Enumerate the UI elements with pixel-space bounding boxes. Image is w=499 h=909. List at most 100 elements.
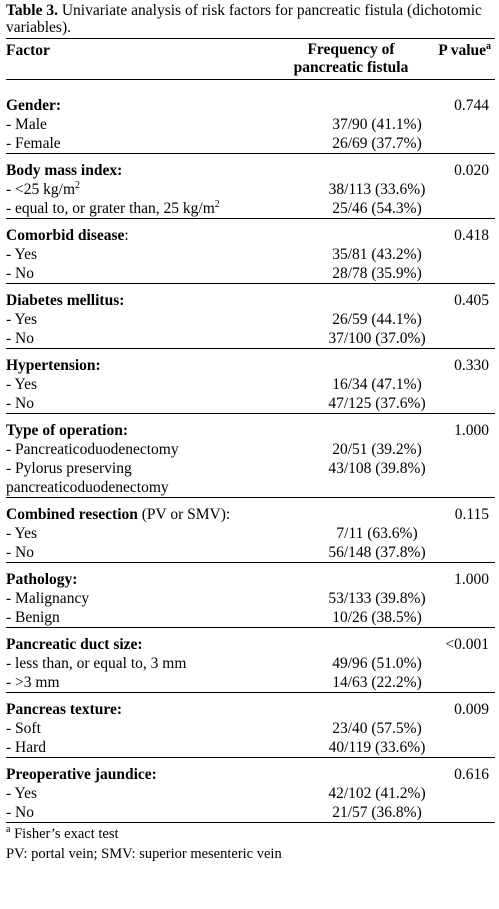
table-row: - Soft 23/40 (57.5%) (6, 719, 495, 738)
table-row: - Yes 7/11 (63.6%) (6, 524, 495, 543)
row-pvalue-cell (426, 394, 495, 414)
group-name: Pancreas texture: (6, 701, 123, 718)
table-row: - Benign 10/26 (38.5%) (6, 608, 495, 628)
table-row: - >3 mm 14/63 (22.2%) (6, 673, 495, 693)
group-name: Body mass index: (6, 162, 123, 179)
group-name-cell: Gender: (6, 80, 276, 116)
row-label-cell: - No (6, 803, 276, 823)
p-value: 0.744 (454, 97, 489, 114)
row-label: - No (6, 544, 34, 561)
row-frequency: 10/26 (38.5%) (332, 609, 422, 626)
footnote-block: a Fisher’s exact test PV: portal vein; S… (6, 823, 495, 864)
table-label: Table 3. (6, 2, 58, 19)
group-name-cell: Pancreas texture: (6, 693, 276, 719)
group-name-cell: Body mass index: (6, 154, 276, 180)
row-label-cell: - Benign (6, 608, 276, 628)
group-name-cell: Combined resection (PV or SMV): (6, 498, 276, 524)
group-name-cell: Comorbid disease: (6, 219, 276, 245)
row-pvalue-cell (426, 245, 495, 264)
group-frequency-cell (276, 498, 426, 524)
group-separator (6, 413, 495, 414)
row-frequency: 43/108 (39.8%) (328, 460, 426, 477)
table-row: - Pylorus preserving pancreaticoduodenect… (6, 459, 495, 498)
table-row: - Yes 16/34 (47.1%) (6, 375, 495, 394)
row-pvalue-cell (426, 459, 495, 498)
group-header-row: Diabetes mellitus: 0.405 (6, 284, 495, 310)
table-row: - No 47/125 (37.6%) (6, 394, 495, 414)
row-label: - Yes (6, 525, 38, 542)
table-row: - Pancreaticoduodenectomy 20/51 (39.2%) (6, 440, 495, 459)
row-frequency: 26/59 (44.1%) (332, 311, 422, 328)
row-label-cell: - Pancreaticoduodenectomy (6, 440, 276, 459)
row-pvalue-cell (426, 589, 495, 608)
group-header-row: Hypertension: 0.330 (6, 349, 495, 375)
p-value: 0.020 (454, 162, 489, 179)
group-name: Diabetes mellitus: (6, 292, 125, 309)
row-frequency: 47/125 (37.6%) (328, 395, 426, 412)
group-separator (6, 348, 495, 349)
row-frequency: 20/51 (39.2%) (332, 441, 422, 458)
row-label: - Female (6, 135, 61, 152)
group-name: Comorbid disease (6, 227, 125, 244)
row-label-cell: - Yes (6, 375, 276, 394)
row-label-cell: - No (6, 264, 276, 284)
row-label-cell: - No (6, 543, 276, 563)
row-label: - Yes (6, 785, 38, 802)
table-row: - No 28/78 (35.9%) (6, 264, 495, 284)
group-separator (6, 218, 495, 219)
group-name-cell: Type of operation: (6, 414, 276, 440)
group-header-row: Type of operation: 1.000 (6, 414, 495, 440)
p-value: 0.418 (454, 227, 489, 244)
row-pvalue-cell (426, 180, 495, 199)
row-frequency: 7/11 (63.6%) (336, 525, 418, 542)
group-header-row: Preoperative jaundice: 0.616 (6, 758, 495, 784)
group-header-row: Combined resection (PV or SMV): 0.115 (6, 498, 495, 524)
table-header-row: Factor Frequency of pancreatic fistula P… (6, 38, 495, 80)
group-header-row: Gender: 0.744 (6, 80, 495, 116)
group-name-cell: Pathology: (6, 563, 276, 589)
table-row: - No 37/100 (37.0%) (6, 329, 495, 349)
p-value: 1.000 (454, 422, 489, 439)
row-label-cell: - Malignancy (6, 589, 276, 608)
row-frequency: 35/81 (43.2%) (332, 246, 422, 263)
row-label: - >3 mm (6, 674, 60, 691)
table-row: - Male 37/90 (41.1%) (6, 115, 495, 134)
group-separator (6, 497, 495, 498)
table-row: - Yes 26/59 (44.1%) (6, 310, 495, 329)
row-pvalue-cell (426, 654, 495, 673)
row-frequency: 38/113 (33.6%) (328, 181, 426, 198)
table-body: Gender: 0.744 - Male 37/90 (41.1%) - Female 2… (6, 80, 495, 823)
header-frequency-line2: pancreatic fistula (293, 59, 409, 76)
table-row: - Malignancy 53/133 (39.8%) (6, 589, 495, 608)
p-value: 0.009 (454, 701, 489, 718)
row-label-cell: - Yes (6, 784, 276, 803)
row-label: - Yes (6, 311, 38, 328)
row-pvalue-cell (426, 738, 495, 758)
group-header-row: Pancreatic duct size: <0.001 (6, 628, 495, 654)
row-frequency: 28/78 (35.9%) (332, 265, 422, 282)
header-pvalue: P valuea (426, 38, 495, 80)
row-label: - No (6, 395, 34, 412)
table-row: - <25 kg/m2 38/113 (33.6%) (6, 180, 495, 199)
row-pvalue-cell (426, 543, 495, 563)
row-pvalue-cell (426, 134, 495, 154)
row-label: - No (6, 330, 34, 347)
row-label-cell: - less than, or equal to, 3 mm (6, 654, 276, 673)
row-label-sup: 2 (214, 198, 220, 210)
row-frequency: 25/46 (54.3%) (332, 200, 422, 217)
group-separator (6, 283, 495, 284)
group-name-extra: : (124, 227, 129, 244)
row-label-cell: - Hard (6, 738, 276, 758)
group-frequency-cell (276, 414, 426, 440)
group-name-cell: Preoperative jaundice: (6, 758, 276, 784)
row-label: - No (6, 804, 34, 821)
group-separator (6, 627, 495, 628)
row-label: - No (6, 265, 34, 282)
row-label-cell: - equal to, or grater than, 25 kg/m2 (6, 199, 276, 219)
group-header-row: Pancreas texture: 0.009 (6, 693, 495, 719)
row-frequency: 16/34 (47.1%) (332, 376, 422, 393)
footnote-a-text: Fisher’s exact test (10, 826, 119, 842)
row-label-cell: - Male (6, 115, 276, 134)
row-pvalue-cell (426, 310, 495, 329)
